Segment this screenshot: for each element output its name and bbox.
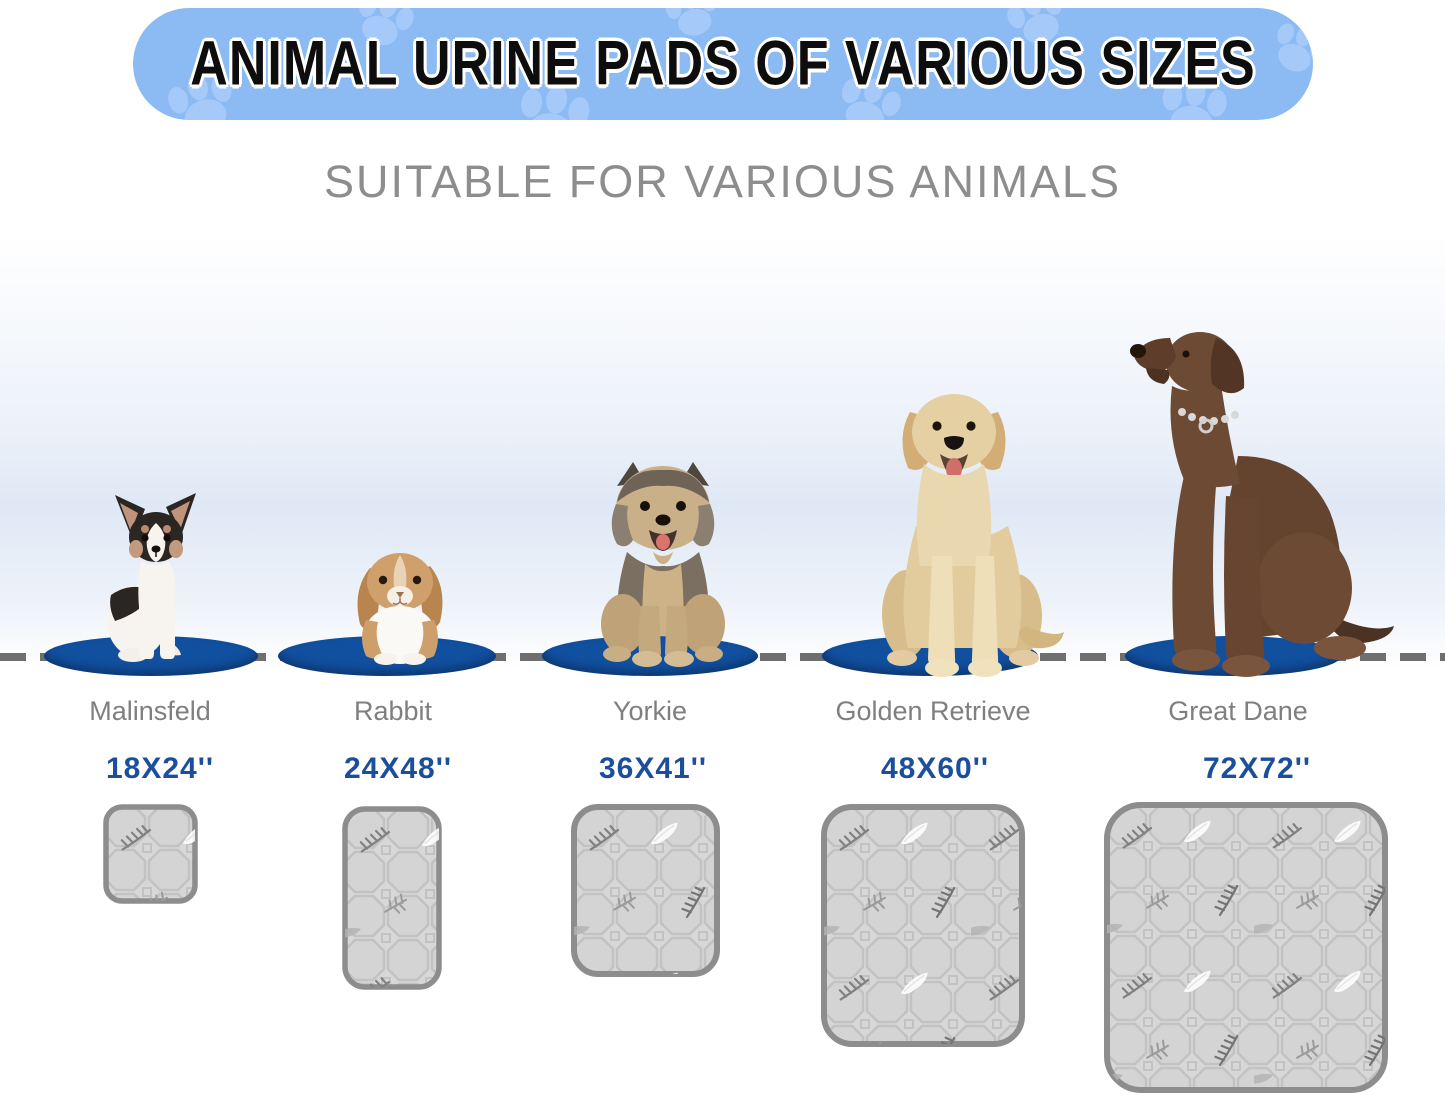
animal-name-label: Great Dane <box>1168 696 1308 726</box>
page-title: ANIMAL URINE PADS OF VARIOUS SIZES <box>190 28 1256 100</box>
pad-size-label: 24X48'' <box>343 752 452 785</box>
pad-size-label: 18X24'' <box>105 752 214 785</box>
animal-photo-rabbit <box>357 553 443 665</box>
animal-name-label: Malinsfeld <box>89 696 211 726</box>
animal-name-label: Yorkie <box>612 696 688 726</box>
pad-swatch-18x24 <box>103 804 198 904</box>
animal-name-label: Rabbit <box>353 696 433 726</box>
animal-photo-great-dane <box>1130 332 1394 677</box>
animal-photo-golden-retrieve <box>882 394 1064 677</box>
header-banner: ANIMAL URINE PADS OF VARIOUS SIZES <box>133 8 1313 120</box>
subtitle: SUITABLE FOR VARIOUS ANIMALS <box>323 156 1121 207</box>
pad-swatch-48x60 <box>821 804 1025 1047</box>
animal-photo-malinsfeld <box>107 493 196 662</box>
pad-size-label: 72X72'' <box>1202 752 1311 785</box>
pad-size-label: 48X60'' <box>880 752 989 785</box>
animal-name-label: Golden Retrieve <box>835 696 1031 726</box>
pad-size-label: 36X41'' <box>598 752 707 785</box>
pad-swatch-72x72 <box>1104 802 1388 1093</box>
animal-photo-yorkie <box>601 462 725 667</box>
pad-swatch-24x48 <box>342 806 442 990</box>
pad-swatch-36x41 <box>571 804 720 977</box>
